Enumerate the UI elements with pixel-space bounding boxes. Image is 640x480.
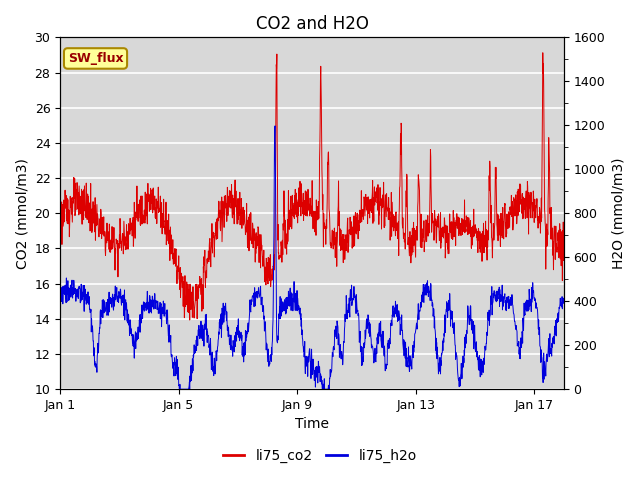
Y-axis label: CO2 (mmol/m3): CO2 (mmol/m3)	[15, 158, 29, 269]
Y-axis label: H2O (mmol/m3): H2O (mmol/m3)	[611, 157, 625, 269]
Legend: li75_co2, li75_h2o: li75_co2, li75_h2o	[218, 443, 422, 468]
Text: SW_flux: SW_flux	[68, 52, 124, 65]
Title: CO2 and H2O: CO2 and H2O	[255, 15, 369, 33]
X-axis label: Time: Time	[295, 418, 329, 432]
